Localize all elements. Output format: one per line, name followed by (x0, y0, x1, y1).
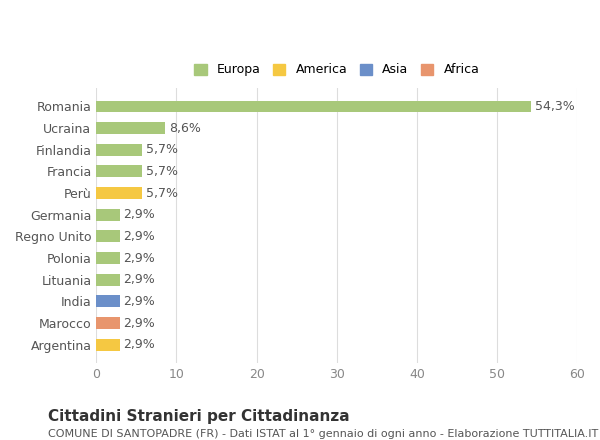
Bar (97, 274, 119, 286)
Bar (97, 231, 119, 242)
Text: 2,9%: 2,9% (124, 208, 155, 221)
Bar (97, 165, 142, 177)
Text: 5,7%: 5,7% (146, 187, 178, 200)
Text: 5,7%: 5,7% (146, 165, 178, 178)
Text: 5,7%: 5,7% (146, 143, 178, 156)
Text: 2,9%: 2,9% (124, 316, 155, 330)
Bar (97, 144, 142, 156)
Text: 54,3%: 54,3% (535, 100, 575, 113)
Text: 2,9%: 2,9% (124, 273, 155, 286)
Text: 2,9%: 2,9% (124, 295, 155, 308)
Bar (97, 317, 119, 329)
Bar (97, 209, 119, 221)
Text: 2,9%: 2,9% (124, 338, 155, 351)
Text: Cittadini Stranieri per Cittadinanza: Cittadini Stranieri per Cittadinanza (48, 409, 350, 424)
Text: 8,6%: 8,6% (169, 121, 201, 135)
Legend: Europa, America, Asia, Africa: Europa, America, Asia, Africa (189, 59, 484, 81)
Text: 2,9%: 2,9% (124, 252, 155, 264)
Bar (97, 187, 142, 199)
Bar (97, 122, 165, 134)
Bar (97, 100, 532, 112)
Bar (97, 339, 119, 351)
Bar (97, 295, 119, 307)
Bar (97, 252, 119, 264)
Text: 2,9%: 2,9% (124, 230, 155, 243)
Text: COMUNE DI SANTOPADRE (FR) - Dati ISTAT al 1° gennaio di ogni anno - Elaborazione: COMUNE DI SANTOPADRE (FR) - Dati ISTAT a… (48, 429, 598, 439)
